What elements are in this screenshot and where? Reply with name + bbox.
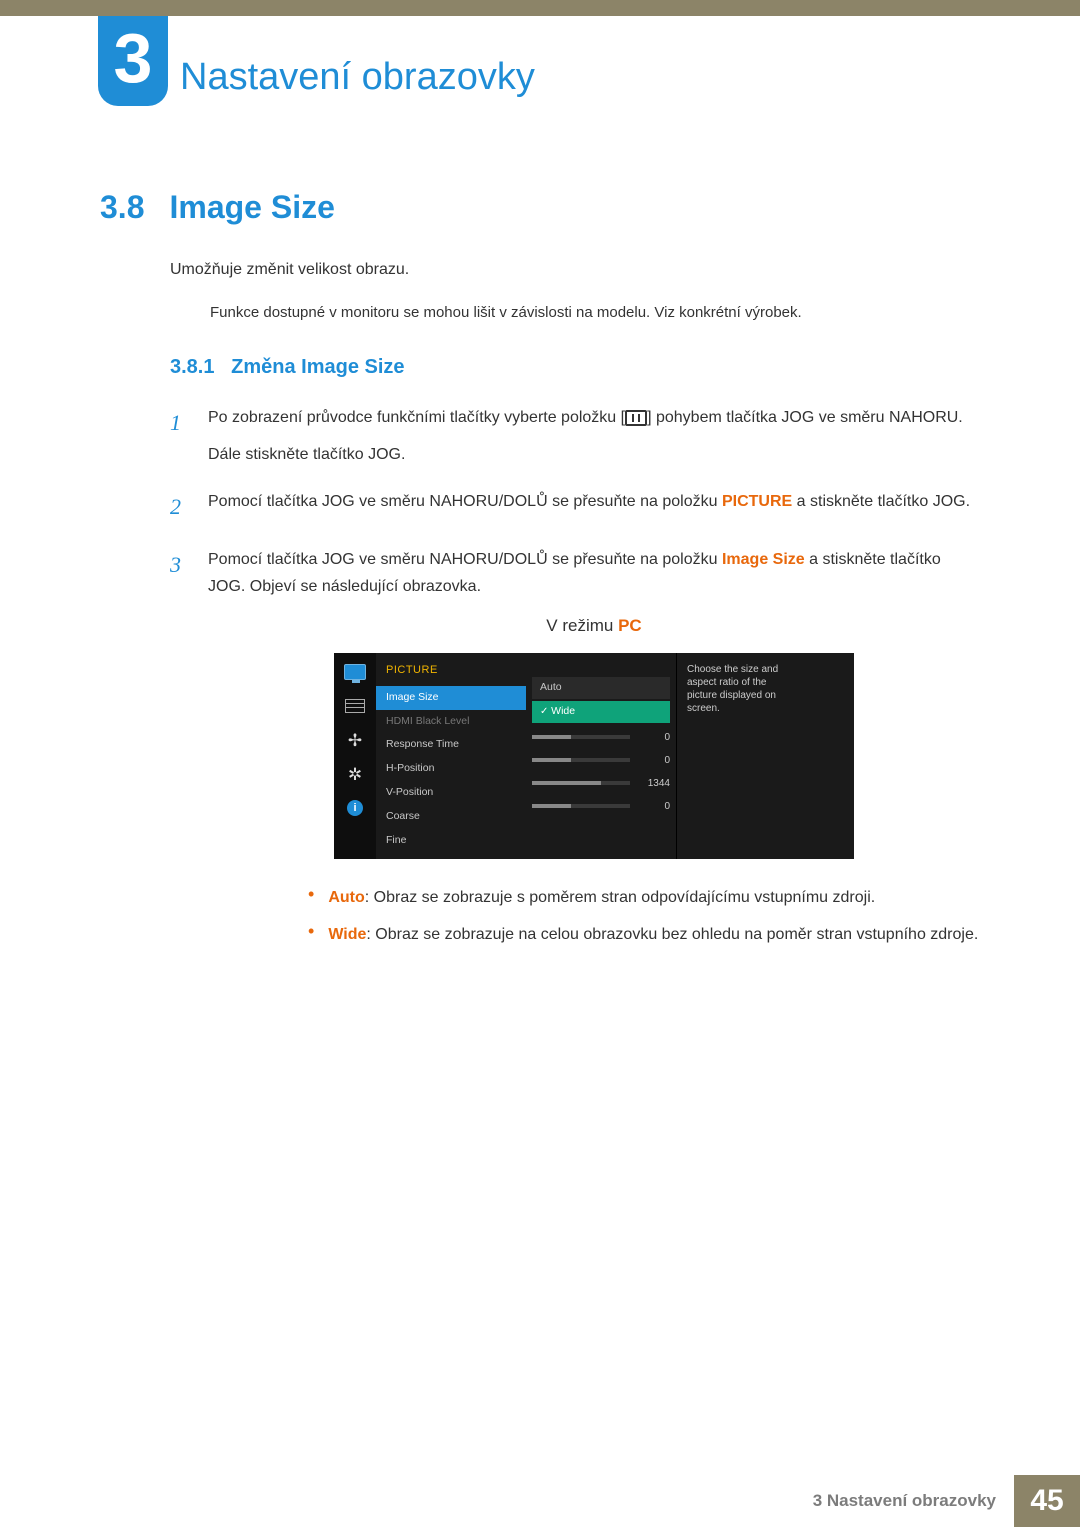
bullet-label: Auto (328, 889, 364, 906)
section-intro: Umožňuje změnit velikost obrazu. (170, 261, 980, 279)
page-header: 3 Nastavení obrazovky (0, 16, 1080, 139)
chapter-title: Nastavení obrazovky (180, 36, 1080, 99)
gear-icon: ✲ (343, 763, 367, 785)
bullet-label: Wide (328, 926, 366, 943)
osd-help-text: Choose the size and aspect ratio of the … (676, 653, 806, 859)
step-body: Po zobrazení průvodce funkčními tlačítky… (208, 404, 980, 468)
bullet-text: : Obraz se zobrazuje na celou obrazovku … (366, 926, 978, 943)
osd-option-wide: Wide (532, 701, 670, 723)
osd-value-coarse: 1344 (636, 775, 670, 792)
highlight-picture: PICTURE (722, 493, 792, 510)
subsection-title: Změna Image Size (231, 356, 404, 378)
step-number: 3 (170, 546, 190, 958)
arrows-icon: ✢ (343, 729, 367, 751)
step-body: Pomocí tlačítka JOG ve směru NAHORU/DOLŮ… (208, 488, 980, 525)
option-bullets: • Auto: Obraz se zobrazuje s poměrem str… (308, 884, 980, 948)
step-text: Po zobrazení průvodce funkčními tlačítky… (208, 409, 625, 426)
step-text: Pomocí tlačítka JOG ve směru NAHORU/DOLŮ… (208, 493, 722, 510)
osd-value-hpos: 0 (636, 729, 670, 746)
footer-page-number: 45 (1014, 1475, 1080, 1527)
bullet-auto: • Auto: Obraz se zobrazuje s poměrem str… (308, 884, 980, 911)
section-heading: 3.8 Image Size (100, 189, 980, 226)
osd-menu-header: PICTURE (376, 659, 526, 686)
osd-item-response: Response Time (376, 733, 526, 757)
step-number: 2 (170, 488, 190, 525)
subsection-number: 3.8.1 (170, 356, 214, 378)
osd-slider-fine: 0 (532, 798, 670, 815)
bullet-wide: • Wide: Obraz se zobrazuje na celou obra… (308, 921, 980, 948)
osd-panel: ✢ ✲ i PICTURE Image Size HDMI Black Leve… (334, 653, 854, 859)
step-text: Pomocí tlačítka JOG ve směru NAHORU/DOLŮ… (208, 551, 722, 568)
osd-item-coarse: Coarse (376, 805, 526, 829)
mode-label: V režimu PC (208, 612, 980, 641)
step-text: a stiskněte tlačítko JOG. (792, 493, 970, 510)
osd-slider-hpos: 0 (532, 729, 670, 746)
step-number: 1 (170, 404, 190, 468)
osd-item-hpos: H-Position (376, 757, 526, 781)
osd-value-vpos: 0 (636, 752, 670, 769)
bullet-text: : Obraz se zobrazuje s poměrem stran odp… (365, 889, 875, 906)
info-icon: i (343, 797, 367, 819)
list-icon (343, 695, 367, 717)
osd-item-fine: Fine (376, 829, 526, 853)
page-footer: 3 Nastavení obrazovky 45 (0, 1475, 1080, 1527)
page-content: 3.8 Image Size Umožňuje změnit velikost … (0, 139, 1080, 958)
chapter-number-tab: 3 (98, 16, 168, 106)
osd-item-image-size: Image Size (376, 686, 526, 710)
osd-item-vpos: V-Position (376, 781, 526, 805)
mode-value: PC (618, 616, 642, 635)
osd-menu: PICTURE Image Size HDMI Black Level Resp… (376, 653, 526, 859)
osd-value-fine: 0 (636, 798, 670, 815)
menu-icon (625, 410, 647, 426)
mode-prefix: V režimu (546, 616, 618, 635)
osd-item-hdmi-black: HDMI Black Level (376, 710, 526, 734)
section-note: Funkce dostupné v monitoru se mohou liši… (210, 304, 980, 321)
section-number: 3.8 (100, 189, 144, 226)
osd-screenshot: ✢ ✲ i PICTURE Image Size HDMI Black Leve… (208, 653, 980, 859)
step-body: Pomocí tlačítka JOG ve směru NAHORU/DOLŮ… (208, 546, 980, 958)
osd-option-auto: Auto (532, 677, 670, 699)
osd-slider-coarse: 1344 (532, 775, 670, 792)
step-3: 3 Pomocí tlačítka JOG ve směru NAHORU/DO… (170, 546, 980, 958)
highlight-image-size: Image Size (722, 551, 805, 568)
osd-values: Auto Wide 0 0 (526, 653, 676, 859)
step-text: ] pohybem tlačítka JOG ve směru NAHORU. (647, 409, 963, 426)
step-substep: Dále stiskněte tlačítko JOG. (208, 441, 980, 468)
osd-slider-vpos: 0 (532, 752, 670, 769)
footer-chapter-label: 3 Nastavení obrazovky (813, 1491, 1014, 1511)
monitor-icon (343, 661, 367, 683)
osd-main: PICTURE Image Size HDMI Black Level Resp… (376, 653, 854, 859)
steps-list: 1 Po zobrazení průvodce funkčními tlačít… (170, 404, 980, 958)
step-1: 1 Po zobrazení průvodce funkčními tlačít… (170, 404, 980, 468)
bullet-dot-icon: • (308, 884, 314, 911)
osd-sidebar: ✢ ✲ i (334, 653, 376, 859)
bullet-dot-icon: • (308, 921, 314, 948)
subsection-heading: 3.8.1 Změna Image Size (170, 356, 980, 379)
top-bar (0, 0, 1080, 16)
section-title: Image Size (169, 189, 334, 226)
step-2: 2 Pomocí tlačítka JOG ve směru NAHORU/DO… (170, 488, 980, 525)
